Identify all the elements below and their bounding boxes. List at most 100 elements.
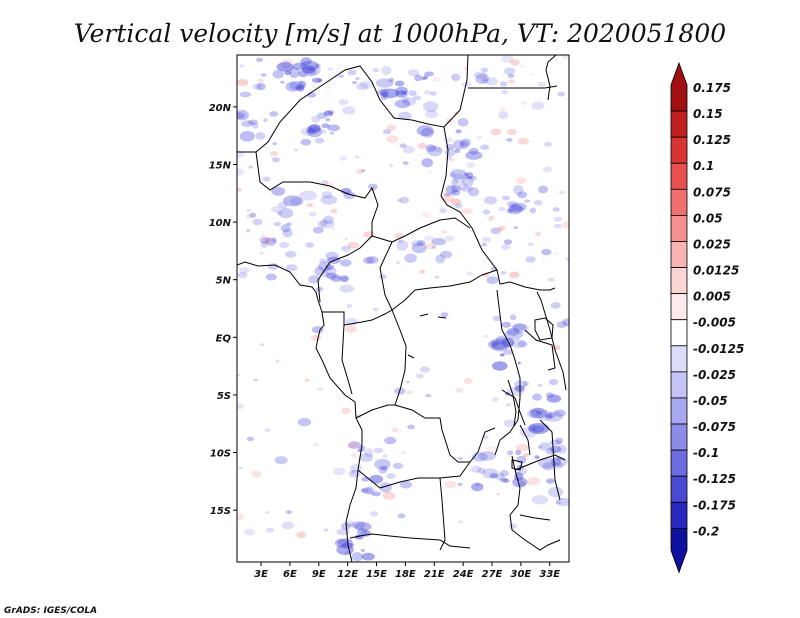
colorbar-swatch: [670, 214, 688, 242]
shading-patch: [417, 240, 426, 246]
colorbar-swatch: [670, 267, 688, 295]
shading-patch: [553, 216, 563, 222]
shading-patch: [432, 76, 442, 82]
shading-patch: [399, 143, 407, 148]
shading-patch: [490, 128, 502, 136]
shading-patch: [318, 261, 331, 272]
shading-patch: [308, 211, 317, 217]
shading-patch: [300, 60, 319, 71]
shading-patch: [320, 220, 328, 227]
colorbar-label: 0.0125: [693, 264, 739, 278]
shading-patch: [519, 480, 526, 487]
shading-patch: [321, 191, 333, 199]
shading-patch: [344, 520, 355, 528]
shading-patch: [333, 467, 346, 476]
shading-patch: [517, 340, 528, 348]
shading-patch: [509, 205, 524, 213]
colorbar-swatch: [670, 136, 688, 164]
shading-patch: [462, 176, 474, 187]
shading-patch: [520, 65, 525, 68]
shading-patch: [339, 284, 355, 293]
x-tick-label: 24E: [453, 569, 474, 580]
shading-patch: [462, 186, 470, 193]
shading-patch: [502, 478, 510, 483]
shading-patch: [517, 361, 521, 365]
shading-patch: [556, 501, 562, 505]
shading-patch: [507, 74, 515, 78]
shading-patch: [373, 447, 384, 453]
shading-patch: [264, 428, 271, 432]
colorbar-swatch: [670, 241, 688, 268]
shading-patch: [271, 157, 280, 163]
shading-patch: [415, 373, 424, 379]
y-tick-label: 5N: [216, 276, 232, 287]
colorbar-swatch: [670, 423, 688, 451]
x-tick-label: 6E: [283, 569, 297, 580]
shading-patch: [348, 442, 358, 449]
shading-patch: [281, 521, 295, 530]
shading-patch: [455, 387, 464, 393]
shading-patch: [239, 267, 250, 274]
shading-patch: [340, 259, 352, 267]
shading-patch: [364, 529, 370, 535]
shading-patch: [496, 493, 501, 496]
shading-patch: [347, 441, 361, 449]
colorbar-label: -0.075: [693, 420, 736, 434]
shading-patch: [441, 229, 448, 234]
coastline-west: [237, 261, 363, 562]
shading-patch: [519, 427, 538, 438]
west-africa-border: [255, 151, 379, 303]
shading-patch: [282, 228, 293, 238]
shading-patch: [265, 273, 277, 281]
shading-patch: [402, 96, 409, 103]
shading-patch: [237, 403, 244, 410]
colorbar-swatch: [670, 501, 688, 529]
shading-patch: [552, 207, 560, 212]
shading-patch: [408, 90, 417, 96]
shading-patch: [369, 474, 384, 484]
shading-patch: [464, 172, 469, 176]
shading-patch: [433, 147, 442, 153]
shading-patch: [527, 242, 534, 247]
shading-patch: [486, 276, 499, 284]
shading-patch: [306, 128, 316, 134]
shading-patch: [530, 407, 544, 416]
y-axis: 20N 15N 10N 5N EQ 5S 10S 15S: [209, 103, 237, 517]
shading-patch: [285, 81, 300, 92]
shading-patch: [485, 446, 498, 454]
shading-patch: [535, 410, 542, 414]
shading-patch: [296, 531, 307, 538]
shading-patch: [246, 436, 254, 442]
shading-patch: [365, 486, 375, 495]
y-tick-label: 5S: [217, 391, 231, 402]
shading-patch: [304, 378, 310, 382]
shading-patch: [499, 353, 505, 357]
colorbar-swatch: [670, 162, 688, 190]
shading-patch: [480, 144, 490, 150]
shading-patch: [427, 145, 443, 157]
colorbar-label: -0.125: [693, 472, 736, 486]
shading-patch: [327, 109, 335, 114]
shading-patch: [444, 235, 455, 242]
shading-patch: [308, 275, 321, 284]
shading-patch: [559, 190, 565, 195]
shading-patch: [317, 219, 335, 229]
shading-patch: [440, 250, 453, 259]
colorbar-label: -0.0125: [693, 342, 744, 356]
shading-patch: [283, 195, 302, 207]
shading-patch: [521, 100, 528, 105]
shading-patch: [304, 67, 317, 77]
colorbar-label: 0.15: [693, 107, 723, 121]
shading-patch: [311, 77, 323, 83]
x-tick-label: 3E: [254, 569, 268, 580]
shading-patch: [529, 73, 535, 76]
shading-patch: [265, 511, 270, 514]
shading-patch: [386, 124, 397, 131]
shading-patch: [354, 155, 360, 159]
shading-patch: [484, 196, 497, 205]
shading-patch: [423, 89, 432, 95]
shading-patch: [249, 212, 257, 218]
shading-patch: [298, 70, 308, 78]
shading-patch: [246, 208, 251, 212]
shading-patch: [384, 436, 397, 445]
